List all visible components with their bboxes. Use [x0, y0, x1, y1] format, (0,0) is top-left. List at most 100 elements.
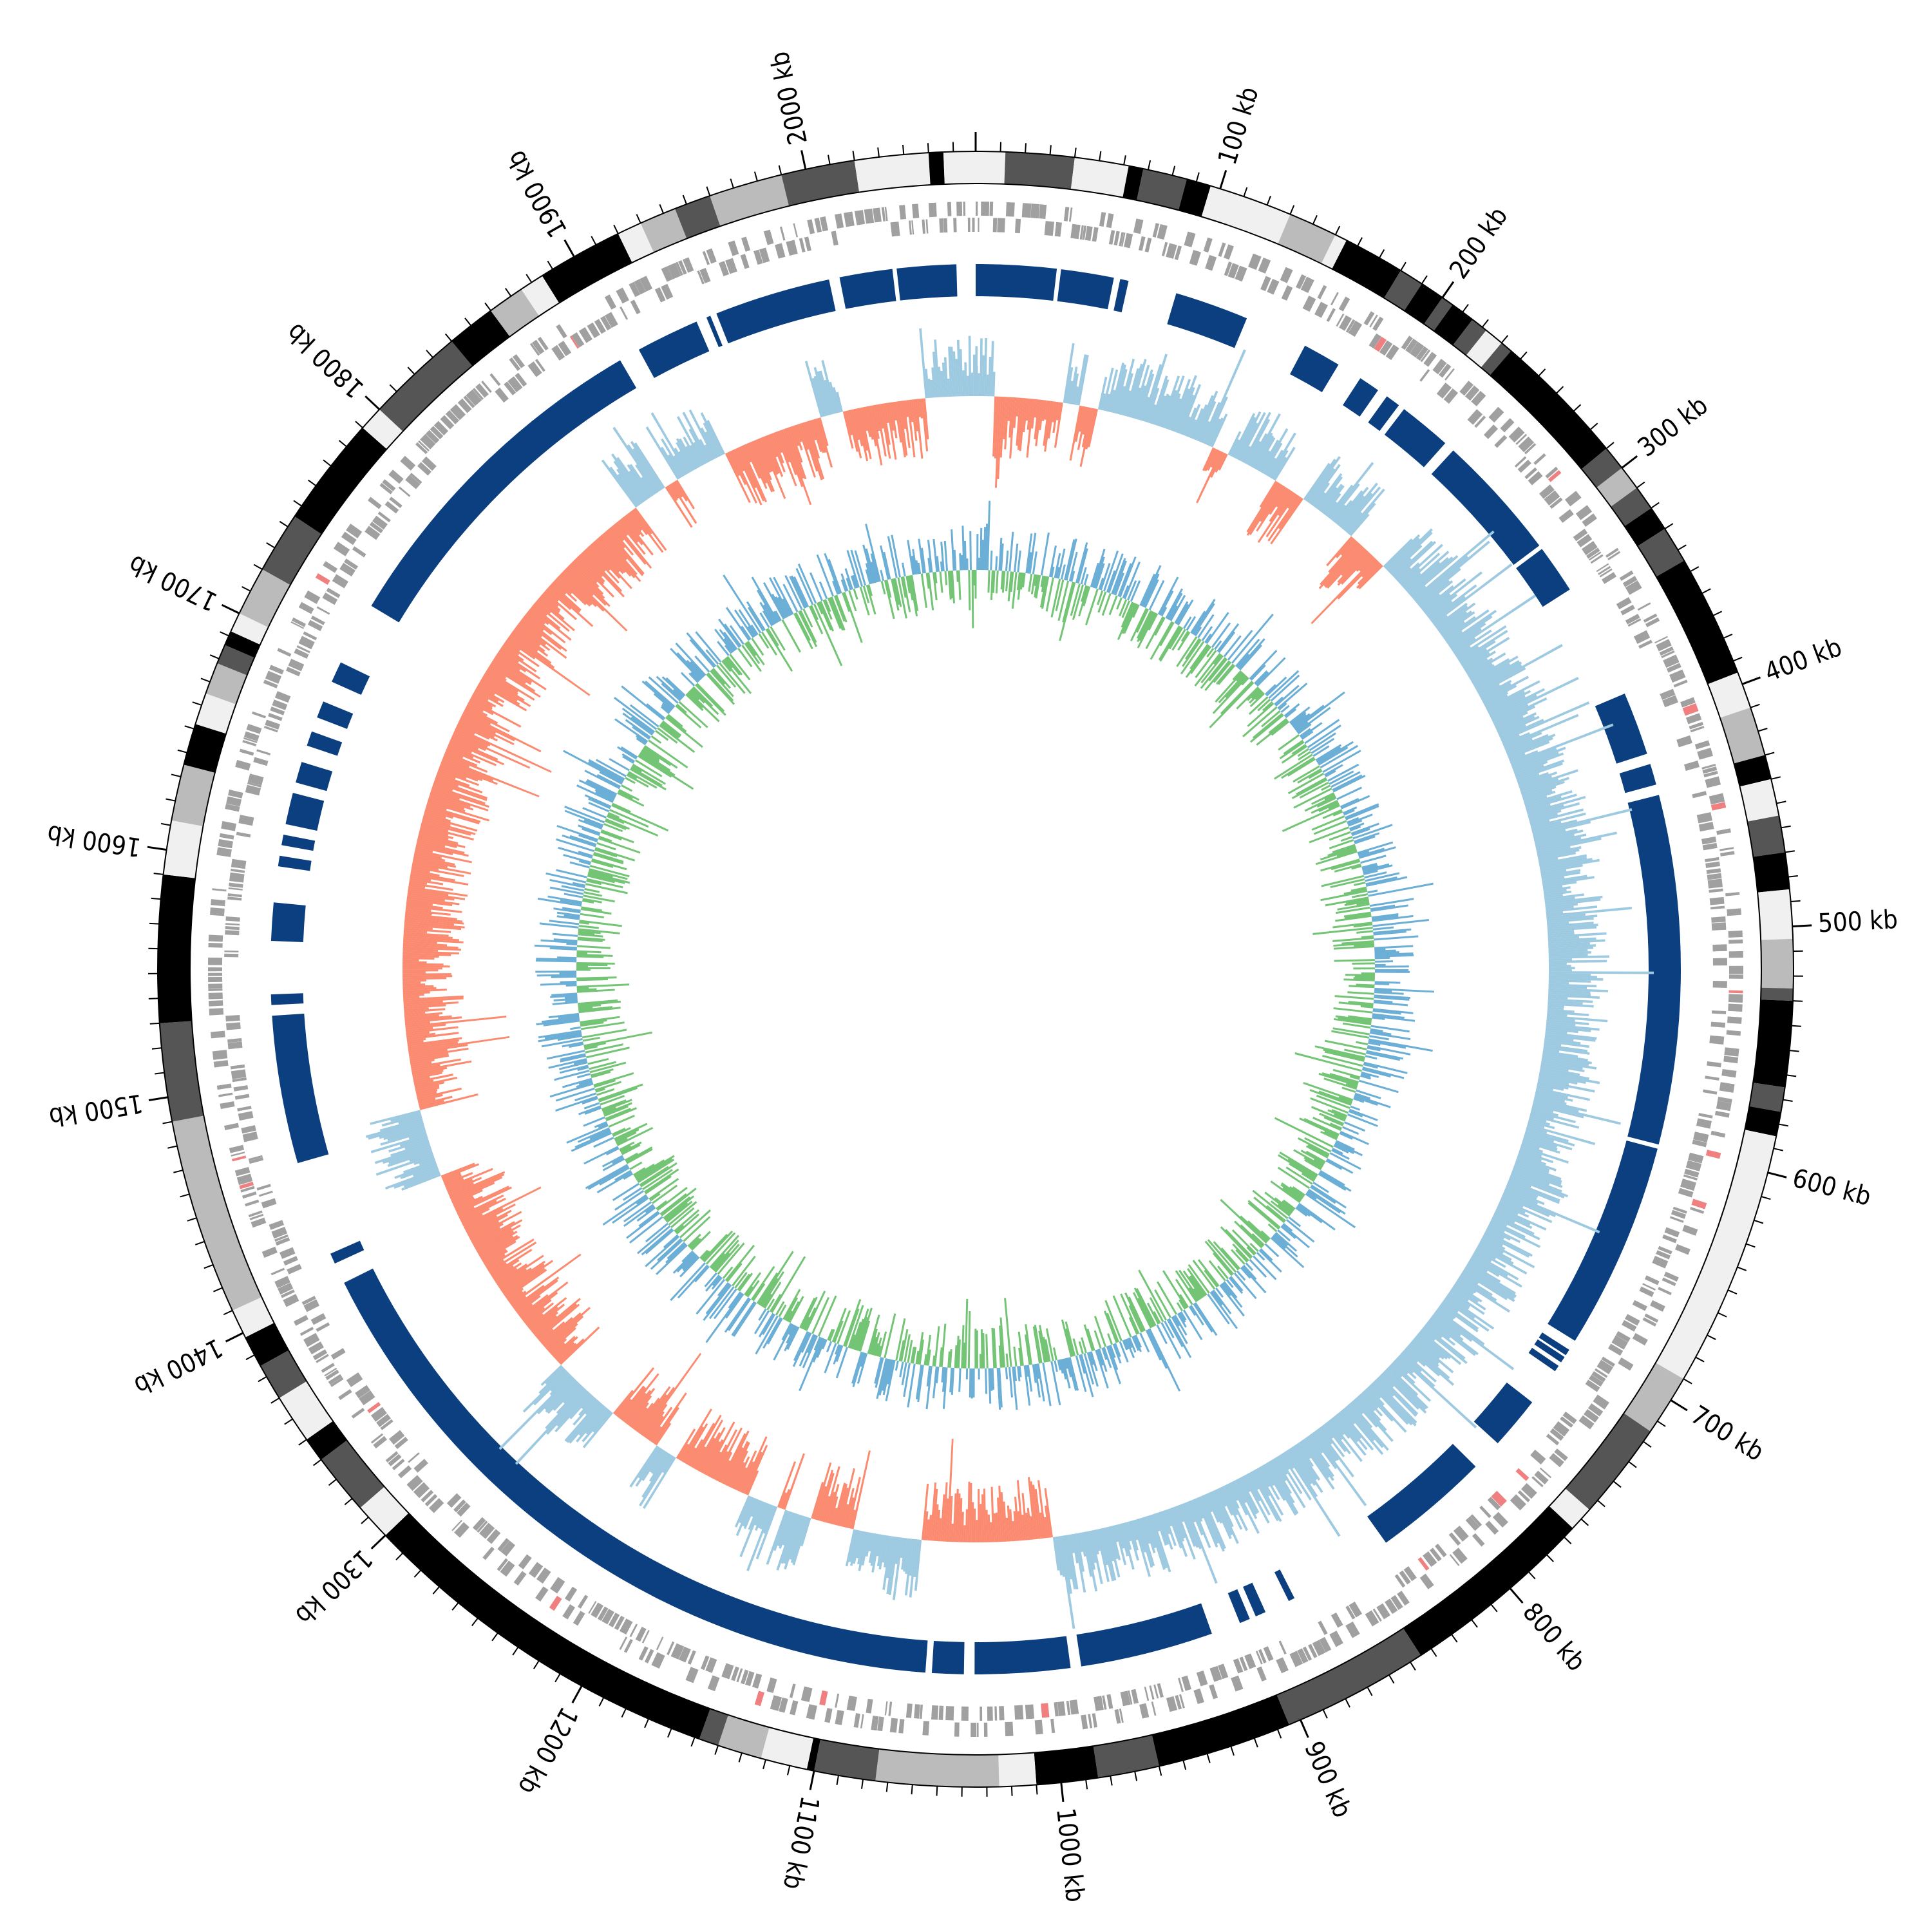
gene-feature	[1500, 418, 1515, 433]
gc-content-below	[954, 1345, 958, 1368]
gene-feature	[1472, 1533, 1485, 1547]
gc-content-below	[616, 1126, 654, 1146]
gc-skew-positive	[1464, 650, 1496, 672]
gc-skew-negative	[742, 1452, 763, 1494]
gene-feature	[1054, 222, 1063, 237]
gc-content-above	[1035, 1363, 1040, 1379]
minor-tick	[344, 1498, 353, 1506]
gene-feature	[1680, 1179, 1696, 1191]
minor-tick	[591, 236, 597, 245]
gc-content-above	[605, 1147, 620, 1156]
gc-content-above	[1056, 567, 1060, 579]
gc-content-above	[1360, 1073, 1371, 1078]
gc-content-above	[759, 612, 770, 629]
gene-feature	[380, 1419, 393, 1430]
major-tick	[1767, 1171, 1787, 1179]
gc-content-above	[1182, 616, 1192, 629]
gc-content-below	[1138, 1269, 1167, 1321]
gc-skew-negative	[737, 1450, 757, 1492]
gene-feature	[1666, 663, 1681, 673]
gc-skew-negative	[410, 1061, 432, 1068]
gene-feature	[1108, 230, 1115, 245]
gc-content-above	[623, 1204, 654, 1227]
gc-skew-positive	[781, 1513, 799, 1564]
gc-content-below	[685, 694, 704, 712]
gc-skew-negative	[403, 1000, 443, 1005]
gc-skew-negative	[409, 878, 444, 886]
gc-content-below	[1343, 888, 1367, 895]
gc-content-below	[1324, 1039, 1367, 1050]
gene-feature	[899, 205, 907, 220]
gc-content-above	[1233, 1273, 1257, 1300]
gc-content-above	[756, 589, 777, 624]
gc-content-above	[1274, 1232, 1298, 1252]
gc-skew-positive	[964, 362, 967, 397]
gc-content-below	[706, 673, 735, 705]
gc-skew-positive	[1327, 1421, 1343, 1441]
gc-content-above	[1139, 1332, 1150, 1352]
minor-tick	[1605, 442, 1615, 450]
gc-skew-positive	[1412, 1338, 1454, 1374]
gene-feature	[304, 590, 321, 604]
gc-skew-negative	[865, 406, 874, 440]
gc-content-above	[1095, 1349, 1109, 1389]
gc-skew-positive	[1507, 1181, 1560, 1204]
gc-content-below	[873, 1343, 879, 1356]
gc-content-below	[634, 1159, 665, 1179]
gene-feature	[864, 208, 875, 224]
gene-feature	[457, 398, 472, 413]
gc-skew-negative	[406, 1037, 426, 1043]
homology-block	[285, 793, 325, 831]
gc-skew-positive	[1530, 808, 1584, 825]
gc-skew-positive	[1128, 359, 1147, 418]
gene-feature	[1318, 1620, 1328, 1635]
gene-feature	[1081, 1714, 1088, 1730]
gc-skew-negative	[404, 913, 457, 920]
gc-content-above	[1168, 1318, 1192, 1358]
gc-skew-negative	[493, 1265, 514, 1280]
gc-content-below	[656, 1200, 667, 1210]
gc-skew-negative	[434, 779, 488, 799]
gene-feature	[775, 243, 786, 259]
gc-skew-negative	[462, 1213, 483, 1226]
gc-content-above	[670, 647, 701, 681]
gc-content-below	[580, 1021, 625, 1030]
gc-skew-positive	[948, 346, 952, 397]
gc-content-above	[786, 1325, 797, 1344]
gene-feature	[1663, 654, 1680, 668]
gc-content-below	[594, 847, 636, 862]
tick-label: 2000 kb	[765, 49, 814, 147]
gc-content-below	[1018, 1347, 1023, 1367]
gene-feature	[820, 216, 828, 232]
gc-skew-negative	[1013, 1511, 1018, 1541]
gc-skew-positive	[1162, 390, 1178, 428]
gc-skew-positive	[1305, 459, 1336, 502]
gc-skew-negative	[467, 702, 484, 712]
gc-content-below	[605, 1107, 637, 1122]
gc-skew-negative	[455, 1195, 483, 1211]
gc-skew-positive	[1148, 404, 1157, 424]
gc-skew-positive	[1176, 386, 1195, 433]
gc-content-below	[1086, 1329, 1095, 1351]
gc-skew-positive	[1266, 1462, 1299, 1515]
gene-feature	[608, 1613, 620, 1627]
gene-feature	[889, 1718, 898, 1733]
gc-content-below	[1274, 753, 1313, 780]
gene-feature	[224, 1122, 240, 1131]
gc-skew-positive	[1383, 538, 1413, 568]
gc-skew-positive	[967, 375, 969, 397]
gene-feature	[1671, 1209, 1687, 1219]
gc-skew-positive	[1437, 1307, 1454, 1320]
gene-feature	[288, 658, 305, 672]
gene-feature	[1658, 1245, 1672, 1255]
gc-content-below	[1175, 1278, 1193, 1305]
gc-skew-positive	[856, 1531, 864, 1558]
gc-skew-positive	[1535, 833, 1587, 848]
gene-feature	[1598, 565, 1611, 575]
gene-feature	[208, 988, 223, 991]
gene-feature	[682, 257, 694, 273]
gc-skew-positive	[1486, 690, 1525, 712]
gc-skew-positive	[1483, 691, 1509, 706]
gc-skew-positive	[1495, 715, 1524, 730]
gene-feature	[303, 631, 317, 641]
